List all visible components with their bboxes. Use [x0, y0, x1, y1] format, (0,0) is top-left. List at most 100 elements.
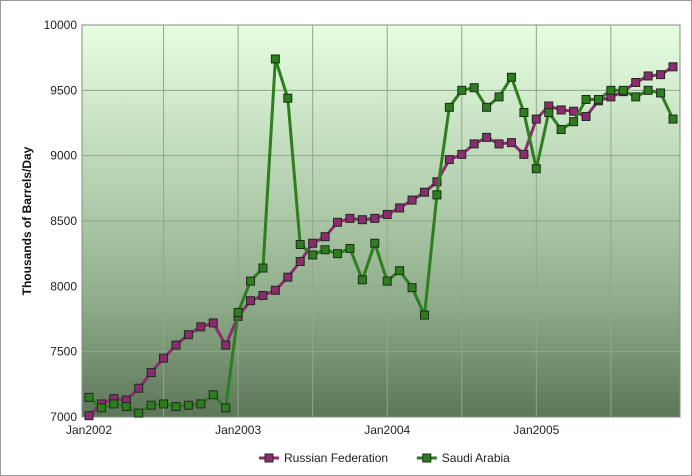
data-point — [631, 77, 641, 87]
series-saudi-arabia — [84, 54, 678, 418]
data-point — [258, 290, 268, 300]
data-point — [159, 399, 169, 409]
legend-item: Saudi Arabia — [416, 451, 510, 465]
data-point — [208, 390, 218, 400]
data-point — [519, 149, 529, 159]
data-point — [295, 257, 305, 267]
data-point — [494, 92, 504, 102]
data-point — [407, 283, 417, 293]
x-tick-label: Jan2002 — [66, 423, 112, 437]
data-point — [171, 340, 181, 350]
legend-label: Saudi Arabia — [442, 451, 510, 465]
data-point — [357, 215, 367, 225]
data-point — [444, 155, 454, 165]
data-point — [84, 411, 94, 421]
data-point — [382, 276, 392, 286]
data-point — [457, 149, 467, 159]
data-point — [618, 85, 628, 95]
data-point — [569, 106, 579, 116]
data-point — [544, 108, 554, 118]
data-point — [494, 139, 504, 149]
y-axis-ticks: 7000 7500 8000 8500 9000 9500 10000 — [44, 18, 78, 424]
data-point — [506, 72, 516, 82]
data-point — [183, 330, 193, 340]
y-tick-label: 8500 — [50, 214, 77, 228]
data-point — [407, 195, 417, 205]
data-point — [556, 125, 566, 135]
data-point — [519, 108, 529, 118]
data-point — [146, 400, 156, 410]
y-tick-label: 8000 — [50, 279, 77, 293]
data-point — [320, 232, 330, 242]
legend-swatch-marker — [264, 453, 274, 463]
legend: Russian Federation Saudi Arabia — [259, 451, 510, 465]
data-point — [121, 402, 131, 412]
data-point — [643, 71, 653, 81]
data-point — [221, 340, 231, 350]
data-point — [382, 209, 392, 219]
data-point — [333, 217, 343, 227]
data-point — [569, 117, 579, 127]
data-point — [482, 132, 492, 142]
data-point — [233, 307, 243, 317]
x-tick-label: Jan2003 — [215, 423, 261, 437]
data-point — [146, 368, 156, 378]
x-tick-label: Jan2004 — [364, 423, 410, 437]
y-tick-label: 9500 — [50, 83, 77, 97]
data-point — [581, 94, 591, 104]
data-point — [171, 402, 181, 412]
data-point — [308, 250, 318, 260]
data-point — [357, 275, 367, 285]
data-point — [283, 272, 293, 282]
data-point — [96, 403, 106, 413]
data-point — [283, 93, 293, 103]
data-point — [295, 240, 305, 250]
data-point — [656, 88, 666, 98]
data-point — [196, 322, 206, 332]
data-point — [668, 62, 678, 72]
data-point — [345, 243, 355, 253]
data-point — [531, 114, 541, 124]
data-point — [196, 399, 206, 409]
series-russian-federation — [84, 62, 678, 421]
data-point — [432, 190, 442, 200]
data-point — [482, 102, 492, 112]
y-tick-label: 7000 — [50, 410, 77, 424]
data-point — [469, 83, 479, 93]
data-point — [556, 105, 566, 115]
series-layer — [84, 54, 678, 421]
data-point — [246, 296, 256, 306]
data-point — [419, 310, 429, 320]
legend-swatch-marker — [422, 453, 432, 463]
data-point — [208, 318, 218, 328]
data-point — [109, 399, 119, 409]
data-point — [84, 392, 94, 402]
data-point — [469, 139, 479, 149]
data-point — [345, 213, 355, 223]
data-point — [506, 138, 516, 148]
legend-label: Russian Federation — [284, 451, 388, 465]
data-point — [333, 249, 343, 259]
y-tick-label: 7500 — [50, 345, 77, 359]
data-point — [593, 94, 603, 104]
x-tick-label: Jan2005 — [513, 423, 559, 437]
data-point — [270, 54, 280, 64]
data-point — [134, 408, 144, 418]
data-point — [134, 383, 144, 393]
data-point — [370, 213, 380, 223]
data-point — [419, 187, 429, 197]
data-point — [444, 102, 454, 112]
data-point — [395, 266, 405, 276]
data-point — [581, 111, 591, 121]
legend-item: Russian Federation — [259, 451, 388, 465]
y-tick-label: 9000 — [50, 149, 77, 163]
data-point — [183, 400, 193, 410]
data-point — [270, 285, 280, 295]
data-point — [643, 85, 653, 95]
data-point — [668, 114, 678, 124]
data-point — [308, 238, 318, 248]
data-point — [631, 92, 641, 102]
data-point — [606, 85, 616, 95]
